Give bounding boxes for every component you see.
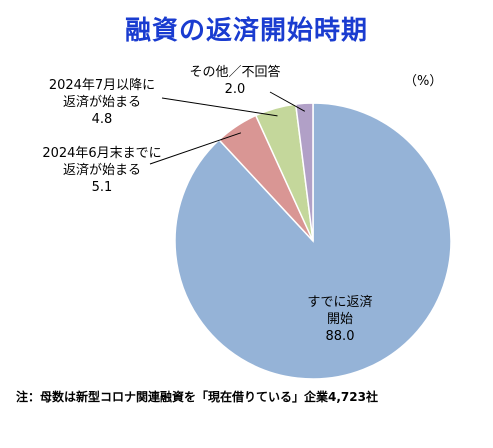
slice-label-line: 2024年7月以降に <box>48 78 156 93</box>
slice-other <box>294 102 314 242</box>
slice-label-line: 返済が始まる <box>62 95 141 110</box>
leader-line <box>161 97 278 117</box>
slice-label-line: すでに返済 <box>307 295 373 310</box>
slice-value-label: 4.8 <box>91 112 113 127</box>
slice-label-line: 開始 <box>326 312 353 327</box>
slice-value-label: 5.1 <box>91 180 113 195</box>
slice-value-label: 2.0 <box>224 82 246 97</box>
slice-label-line: その他／不回答 <box>189 65 281 80</box>
unit-label: （%） <box>404 74 443 89</box>
leader-line <box>149 132 242 165</box>
chart-title: 融資の返済開始時期 <box>124 16 368 46</box>
leader-lines <box>149 91 306 165</box>
slice-label-already-repaying: すでに返済 開始 88.0 <box>290 294 390 345</box>
slice-label-other: その他／不回答 2.0 <box>175 64 295 98</box>
pie-slices <box>174 102 452 380</box>
slice-value-label: 88.0 <box>325 329 355 344</box>
footnote: 注：母数は新型コロナ関連融資を「現在借りている」企業4,723社 <box>16 390 378 404</box>
leader-line <box>269 91 306 112</box>
slice-label-line: 返済が始まる <box>62 163 141 178</box>
slice-label-line: 2024年6月末までに <box>42 146 162 161</box>
slice-label-by-june-2024: 2024年6月末までに 返済が始まる 5.1 <box>27 145 177 196</box>
slice-label-after-july-2024: 2024年7月以降に 返済が始まる 4.8 <box>27 77 177 128</box>
